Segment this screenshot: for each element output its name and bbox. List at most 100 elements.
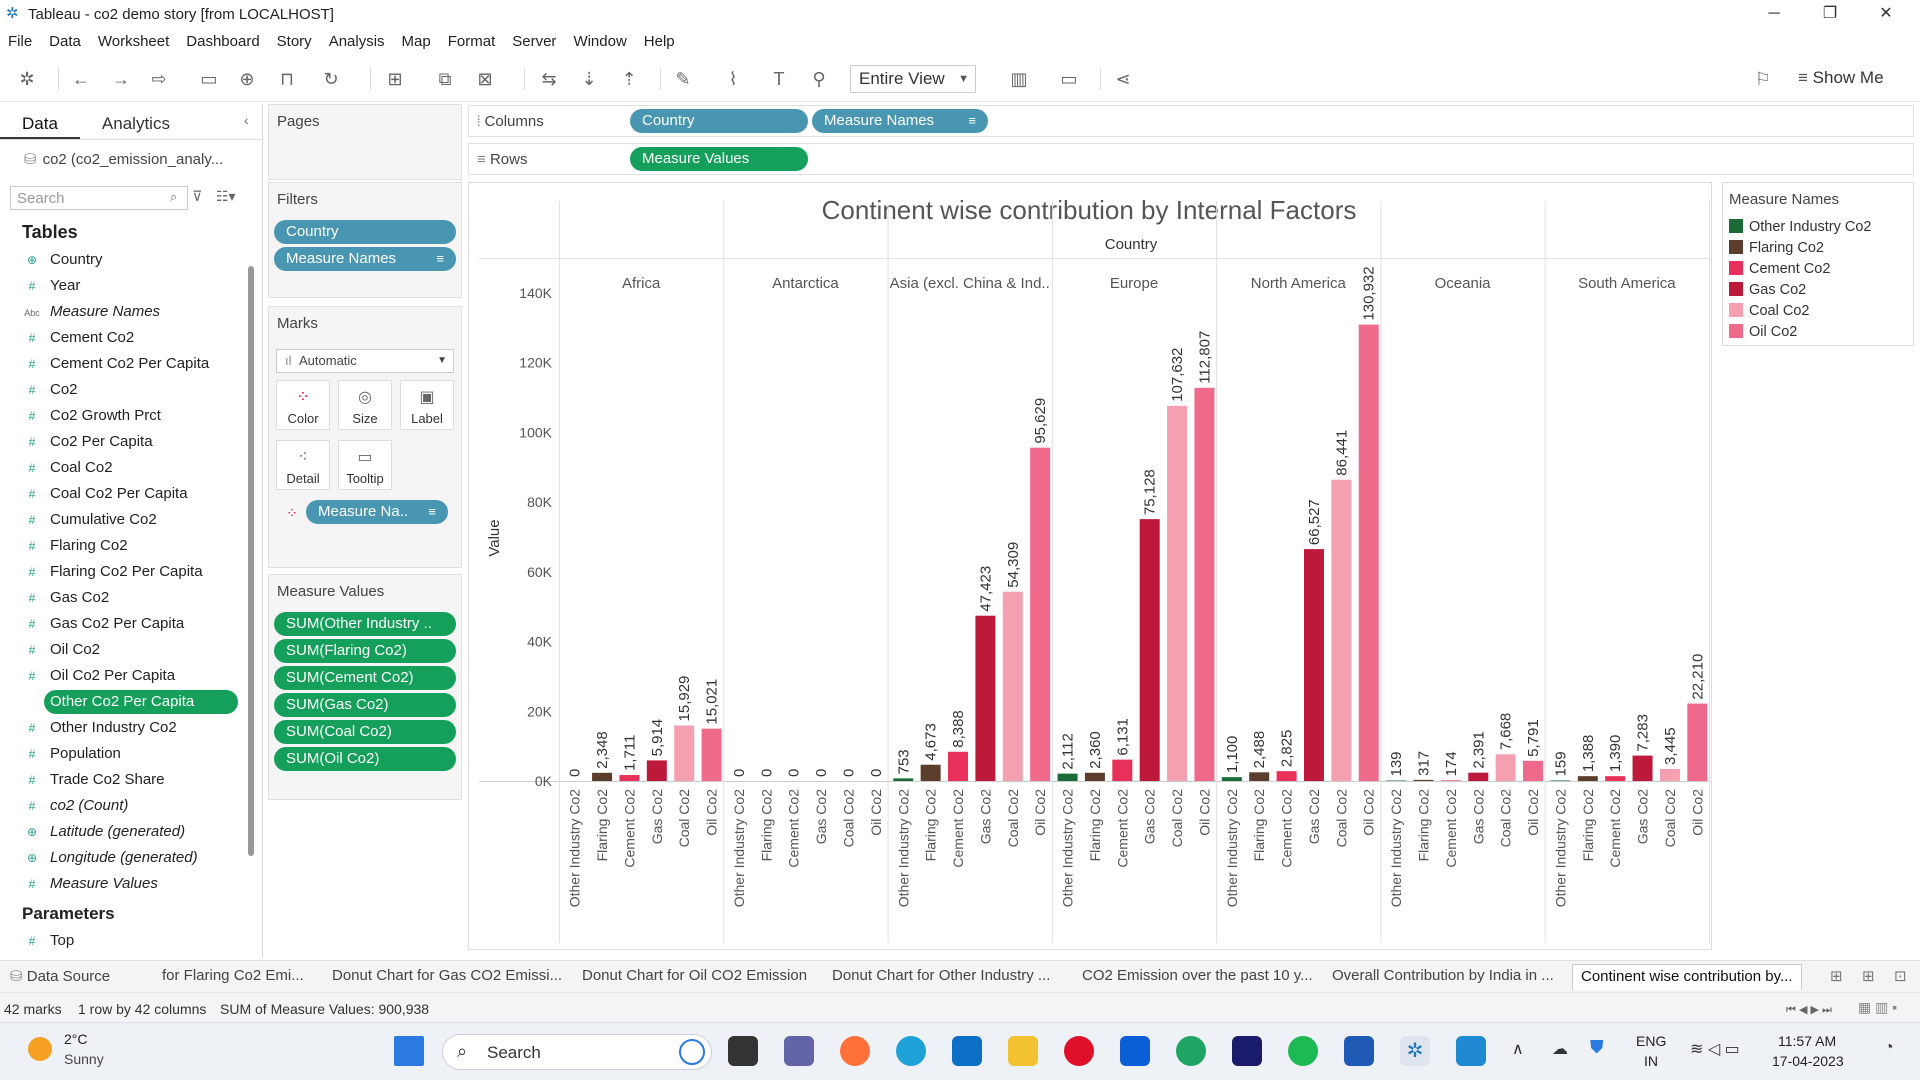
taskbar-search[interactable]: ⌕ Search: [442, 1034, 712, 1070]
webex-icon[interactable]: [1232, 1036, 1262, 1066]
undo-icon[interactable]: ←: [72, 69, 90, 89]
save-icon[interactable]: ▭: [200, 69, 218, 89]
clock-date[interactable]: 17-04-2023: [1772, 1053, 1844, 1069]
marks-tooltip-button[interactable]: ▭ Tooltip: [338, 440, 392, 490]
measure-value-pill[interactable]: SUM(Other Industry ..: [274, 612, 456, 636]
menu-file[interactable]: File: [8, 32, 33, 50]
windows-start-icon[interactable]: [394, 1036, 424, 1066]
field-item[interactable]: # Flaring Co2: [22, 534, 240, 558]
legend-item[interactable]: Other Industry Co2: [1729, 217, 1872, 237]
legend-item[interactable]: Oil Co2: [1729, 322, 1797, 342]
marks-color-button[interactable]: ⁘ Color: [276, 380, 330, 430]
word-icon[interactable]: [1344, 1036, 1374, 1066]
field-item[interactable]: # Cement Co2: [22, 326, 240, 350]
weather-temp[interactable]: 2°C: [64, 1031, 88, 1047]
menu-map[interactable]: Map: [401, 32, 431, 50]
lang-region[interactable]: IN: [1644, 1053, 1658, 1069]
marks-pill-measure-names[interactable]: Measure Na.. ≡: [306, 500, 448, 524]
field-item[interactable]: # co2 (Count): [22, 794, 240, 818]
file-explorer-icon[interactable]: [1008, 1036, 1038, 1066]
field-item[interactable]: # Other Industry Co2: [22, 716, 240, 740]
field-item[interactable]: # Year: [22, 274, 240, 298]
field-item[interactable]: # Co2: [22, 378, 240, 402]
menu-worksheet[interactable]: Worksheet: [97, 32, 170, 50]
field-item[interactable]: # Co2 Per Capita: [22, 430, 240, 454]
field-item[interactable]: ⊕ Country: [22, 248, 240, 272]
menu-dashboard[interactable]: Dashboard: [186, 32, 260, 50]
field-item[interactable]: # Measure Values: [22, 872, 240, 896]
pause-updates-icon[interactable]: ⊓: [279, 69, 295, 89]
opera-icon[interactable]: [1064, 1036, 1094, 1066]
redo-icon[interactable]: →: [112, 69, 130, 89]
menu-server[interactable]: Server: [512, 32, 557, 50]
marks-label-button[interactable]: ▣ Label: [400, 380, 454, 430]
tableau-taskbar-icon[interactable]: ✲: [1400, 1036, 1430, 1066]
field-item[interactable]: ⊕ Latitude (generated): [22, 820, 240, 844]
sort-ascending-icon[interactable]: ⇣: [581, 69, 597, 89]
legend-item[interactable]: Cement Co2: [1729, 259, 1830, 279]
story-tab-6[interactable]: Overall Contribution by India in ...: [1332, 967, 1554, 984]
show-labels-icon[interactable]: T: [773, 69, 785, 89]
measure-value-pill[interactable]: SUM(Gas Co2): [274, 693, 456, 717]
field-item[interactable]: # Population: [22, 742, 240, 766]
menu-data[interactable]: Data: [49, 32, 81, 50]
show-cards-icon[interactable]: ▥: [1010, 69, 1028, 89]
group-icon[interactable]: ⌇: [728, 69, 738, 89]
story-tab-3[interactable]: Donut Chart for Oil CO2 Emission: [582, 967, 808, 984]
presentation-mode-icon[interactable]: ▭: [1060, 69, 1078, 89]
sort-descending-icon[interactable]: ⇡: [621, 69, 637, 89]
menu-story[interactable]: Story: [276, 32, 312, 50]
field-item[interactable]: # Coal Co2 Per Capita: [22, 482, 240, 506]
spotify-icon[interactable]: [1288, 1036, 1318, 1066]
teams-icon[interactable]: [784, 1036, 814, 1066]
replay-icon[interactable]: ⇨: [151, 69, 167, 89]
legend-item[interactable]: Coal Co2: [1729, 301, 1809, 321]
measure-value-pill[interactable]: SUM(Cement Co2): [274, 666, 456, 690]
view-options-icon[interactable]: ☷▾: [216, 188, 236, 204]
refresh-icon[interactable]: ↻: [323, 69, 339, 89]
close-button[interactable]: ✕: [1879, 5, 1893, 22]
new-sheet-icon[interactable]: ⊞: [1830, 968, 1843, 985]
highlight-icon[interactable]: ✎: [675, 69, 691, 89]
menu-analysis[interactable]: Analysis: [328, 32, 385, 50]
story-tab-1[interactable]: for Flaring Co2 Emi...: [162, 967, 304, 984]
field-item[interactable]: #Other Co2 Per Capita: [44, 690, 238, 714]
notifications-icon[interactable]: ◔: [1884, 1039, 1894, 1056]
new-story-icon[interactable]: ⊡: [1894, 968, 1907, 985]
tab-data-source[interactable]: ⛁ Data Source: [10, 968, 111, 985]
story-tab-7-active[interactable]: Continent wise contribution by...: [1572, 964, 1802, 990]
collapse-pane-icon[interactable]: ‹: [244, 112, 249, 128]
marks-size-button[interactable]: ◎ Size: [338, 380, 392, 430]
firefox-icon[interactable]: [840, 1036, 870, 1066]
story-tab-2[interactable]: Donut Chart for Gas CO2 Emissi...: [332, 967, 563, 984]
field-item[interactable]: # Cumulative Co2: [22, 508, 240, 532]
measure-value-pill[interactable]: SUM(Flaring Co2): [274, 639, 456, 663]
field-item[interactable]: # Coal Co2: [22, 456, 240, 480]
pin-icon[interactable]: ⚐: [1754, 69, 1772, 89]
measure-value-pill[interactable]: SUM(Coal Co2): [274, 720, 456, 744]
clock-time[interactable]: 11:57 AM: [1778, 1033, 1837, 1049]
tab-analytics[interactable]: Analytics: [101, 114, 170, 133]
new-datasource-icon[interactable]: ⊕: [239, 69, 255, 89]
vscode-icon[interactable]: [1456, 1036, 1486, 1066]
search-input[interactable]: Search: [10, 186, 188, 210]
defender-icon[interactable]: ⛊: [1590, 1037, 1604, 1057]
measure-value-pill[interactable]: SUM(Oil Co2): [274, 747, 456, 771]
legend-item[interactable]: Gas Co2: [1729, 280, 1806, 300]
field-item[interactable]: Abc Measure Names: [22, 300, 240, 324]
parameter-top[interactable]: # Top: [22, 929, 240, 953]
field-list-scrollbar[interactable]: [248, 266, 254, 856]
share-icon[interactable]: ⋖: [1115, 69, 1131, 89]
menu-format[interactable]: Format: [447, 32, 496, 50]
clear-sheet-icon[interactable]: ⊠: [477, 69, 493, 89]
fit-view-select[interactable]: Entire View ▼: [850, 65, 976, 93]
fix-axes-icon[interactable]: ⚲: [812, 69, 826, 89]
wifi-icon[interactable]: ≋ ◁ ▭: [1690, 1041, 1740, 1058]
menu-window[interactable]: Window: [573, 32, 627, 50]
weather-desc[interactable]: Sunny: [64, 1051, 104, 1067]
menu-help[interactable]: Help: [643, 32, 675, 50]
legend-item[interactable]: Flaring Co2: [1729, 238, 1824, 258]
minimize-button[interactable]: ─: [1768, 5, 1780, 22]
field-item[interactable]: # Oil Co2: [22, 638, 240, 662]
show-me-button[interactable]: ≡ Show Me: [1798, 68, 1884, 87]
